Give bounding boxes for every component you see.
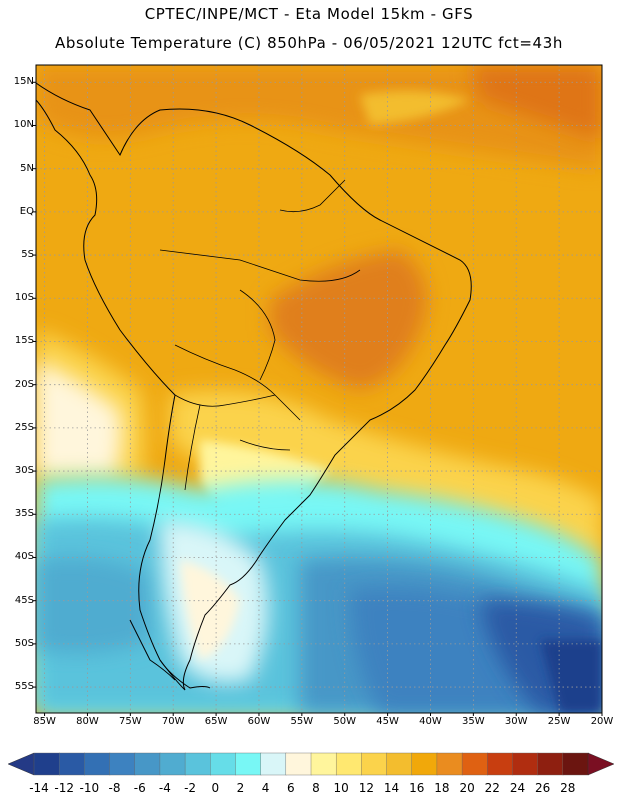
colorbar-swatch <box>285 752 312 776</box>
lat-label: 20S <box>14 378 34 390</box>
colorbar-swatch <box>461 752 488 776</box>
colorbar-label: 8 <box>312 781 320 795</box>
country-borders <box>159 179 361 491</box>
colorbar-label: -6 <box>133 781 146 795</box>
colorbar-swatch <box>109 752 136 776</box>
colorbar-label: -12 <box>54 781 74 795</box>
latitude-ticks <box>33 81 36 688</box>
colorbar-swatch <box>411 752 438 776</box>
colorbar-label: -4 <box>158 781 171 795</box>
colorbar-label: 14 <box>383 781 400 795</box>
lat-label: 40S <box>14 551 34 563</box>
colorbar-swatch <box>512 752 539 776</box>
colorbar-swatch <box>58 752 86 776</box>
colorbar-swatch <box>386 752 413 776</box>
lon-label: 65W <box>204 716 228 727</box>
lat-label: 55S <box>14 681 34 693</box>
colorbar-label: 24 <box>509 781 526 795</box>
colorbar-label: 12 <box>358 781 374 795</box>
colorbar-label: -14 <box>29 781 49 795</box>
colorbar-label: 0 <box>211 781 220 795</box>
colorbar-swatch <box>134 752 161 776</box>
temperature-field <box>36 65 602 713</box>
lon-label: 60W <box>247 716 271 727</box>
lat-label: 5S <box>21 249 34 261</box>
colorbar-label: 22 <box>484 781 500 795</box>
lat-label: 10S <box>14 292 34 304</box>
chart-title: CPTEC/INPE/MCT - Eta Model 15km - GFS <box>144 5 474 23</box>
lon-label: 85W <box>33 716 56 727</box>
lat-label: 35S <box>14 508 34 520</box>
lat-label: EQ <box>19 205 34 217</box>
colorbar-swatch <box>235 752 262 776</box>
lat-label: 15N <box>13 76 34 88</box>
colorbar-swatch <box>310 752 337 776</box>
colorbar-swatch <box>436 752 463 776</box>
lat-label: 45S <box>14 594 34 606</box>
colorbar-swatch <box>487 752 514 776</box>
colorbar-label: 4 <box>261 781 270 795</box>
coastlines <box>36 82 472 691</box>
colorbar-swatch <box>184 752 211 776</box>
colorbar-label: -8 <box>108 781 121 795</box>
lon-label: 50W <box>333 716 357 727</box>
colorbar-label: 10 <box>333 781 349 795</box>
colorbar <box>7 752 615 776</box>
colorbar-swatch <box>33 752 60 776</box>
lat-label: 50S <box>14 637 34 649</box>
colorbar-under-triangle <box>7 752 35 776</box>
colorbar-swatch <box>159 752 186 776</box>
lon-label: 40W <box>419 716 442 727</box>
lon-label: 70W <box>161 716 185 727</box>
lon-label: 55W <box>290 716 314 727</box>
lon-label: 45W <box>376 716 399 727</box>
chart-subtitle: Absolute Temperature (C) 850hPa - 06/05/… <box>55 34 563 52</box>
colorbar-label: 28 <box>560 781 576 795</box>
colorbar-label: 18 <box>434 781 450 795</box>
colorbar-swatch <box>537 752 564 776</box>
longitude-ticks <box>44 713 603 716</box>
lat-label: 10N <box>13 119 34 131</box>
gridlines <box>36 65 603 713</box>
lat-label: 25S <box>14 421 34 433</box>
colorbar-swatch <box>84 752 111 776</box>
lon-label: 25W <box>547 716 571 727</box>
colorbar-label: 26 <box>534 781 551 795</box>
lon-label: 20W <box>590 716 614 727</box>
lat-label: 5N <box>20 162 34 174</box>
colorbar-label: -10 <box>79 781 100 795</box>
colorbar-label: 2 <box>236 781 245 795</box>
colorbar-swatch <box>562 752 589 776</box>
lon-label: 75W <box>119 716 142 727</box>
lat-label: 15S <box>14 335 34 347</box>
colorbar-swatch <box>361 752 388 776</box>
colorbar-label: 20 <box>459 781 475 795</box>
colorbar-label: 6 <box>286 781 295 795</box>
colorbar-label: -2 <box>184 781 197 795</box>
colorbar-over-triangle <box>587 752 615 776</box>
lon-label: 35W <box>462 716 485 727</box>
colorbar-swatch <box>335 752 363 776</box>
plot-frame <box>35 64 603 714</box>
lon-label: 30W <box>504 716 528 727</box>
colorbar-swatch <box>210 752 237 776</box>
colorbar-label: 16 <box>409 781 425 795</box>
lon-label: 80W <box>76 716 99 727</box>
colorbar-swatch <box>260 752 287 776</box>
lat-label: 30S <box>14 465 34 477</box>
